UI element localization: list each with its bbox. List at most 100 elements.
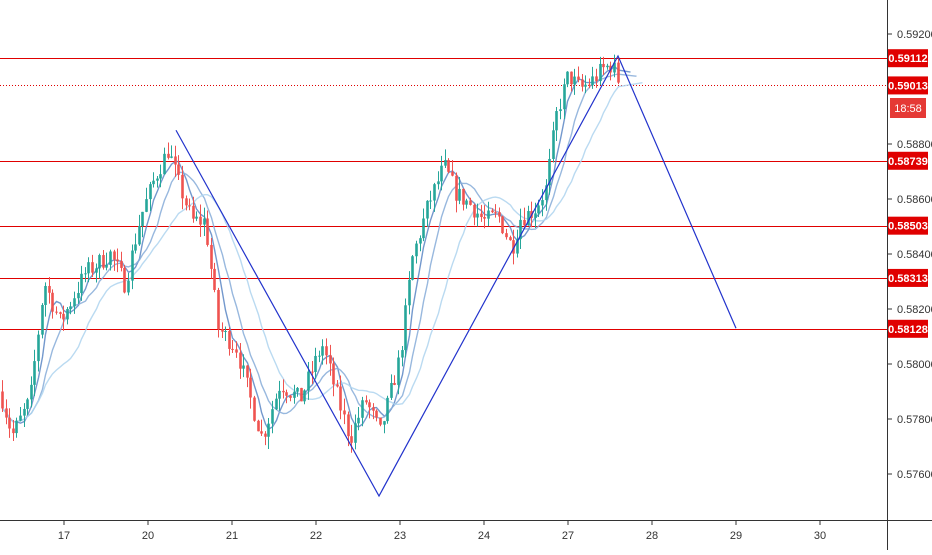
candle-body: [289, 395, 292, 398]
candle-body: [573, 76, 576, 85]
candles: [1, 54, 620, 453]
candle-body: [87, 262, 90, 274]
price-badge-label: 0.58503: [888, 221, 928, 233]
candle-body: [606, 65, 609, 68]
candle-body: [105, 264, 108, 268]
candle-body: [437, 181, 440, 185]
candle-body: [451, 171, 454, 176]
candle-body: [73, 298, 76, 307]
candle-body: [570, 71, 573, 85]
candle-body: [591, 76, 594, 86]
candle-body: [206, 218, 209, 245]
candle-body: [224, 330, 227, 332]
candle-body: [300, 387, 303, 402]
candle-body: [473, 204, 476, 218]
countdown-box: [890, 98, 926, 118]
candle-body: [336, 384, 339, 387]
candle-body: [329, 355, 332, 364]
candle-body: [545, 185, 548, 201]
candle-body: [210, 244, 213, 269]
candle-body: [48, 285, 51, 293]
candle-body: [5, 408, 8, 418]
candle-body: [1, 391, 4, 409]
candle-body: [242, 365, 245, 369]
candle-body: [260, 431, 263, 434]
moving-average-line: [1, 73, 637, 423]
candle-body: [95, 268, 98, 273]
candle-body: [541, 200, 544, 206]
candle-body: [447, 159, 450, 172]
candle-body: [192, 205, 195, 219]
candle-body: [159, 174, 162, 179]
candle-body: [145, 199, 148, 212]
candle-body: [487, 210, 490, 219]
candle-body: [12, 428, 15, 434]
candle-body: [15, 420, 18, 434]
candle-body: [339, 386, 342, 411]
candle-body: [23, 408, 26, 416]
candle-body: [534, 213, 537, 218]
candle-body: [548, 158, 551, 186]
horizontal-levels: [0, 58, 887, 330]
candle-body: [149, 184, 152, 200]
candle-body: [555, 111, 558, 131]
candle-body: [267, 423, 270, 437]
candle-body: [181, 174, 184, 199]
candle-body: [411, 256, 414, 280]
candle-body: [599, 63, 602, 82]
candle-body: [505, 233, 508, 238]
candle-body: [397, 357, 400, 385]
price-badge-box: [888, 319, 928, 338]
candle-body: [285, 392, 288, 396]
plot-background: [0, 0, 887, 520]
candle-body: [613, 62, 616, 73]
candle-body: [199, 216, 202, 225]
price-badges: 0.59112 0.59013 0.58739 0.58503 0.58313 0.581…: [888, 49, 928, 338]
x-tick-label: 27: [562, 530, 574, 542]
candle-body: [138, 225, 141, 245]
candle-body: [516, 239, 519, 254]
candle-body: [595, 76, 598, 82]
candle-body: [84, 273, 87, 275]
candle-body: [343, 410, 346, 415]
price-badge-label: 0.58128: [888, 324, 928, 336]
candle-body: [30, 384, 33, 400]
candle-body: [444, 159, 447, 166]
candle-body: [523, 219, 526, 226]
candle-body: [271, 409, 274, 424]
candle-body: [249, 377, 252, 398]
x-tick-label: 22: [310, 530, 322, 542]
candle-body: [325, 346, 328, 356]
price-badge-box: [888, 268, 928, 287]
candle-body: [188, 205, 191, 207]
candle-body: [217, 289, 220, 330]
candle-body: [163, 153, 166, 175]
candle-body: [296, 387, 299, 392]
candle-body: [498, 212, 501, 217]
y-tick-label: 0.57600: [897, 469, 932, 481]
price-badge-label: 0.59112: [888, 53, 927, 65]
candle-body: [429, 200, 432, 202]
price-badge-box: [888, 49, 928, 68]
price-badge-box: [888, 216, 928, 235]
candle-body: [33, 361, 36, 385]
candle-body: [127, 280, 130, 293]
candle-body: [213, 268, 216, 290]
candle-body: [415, 243, 418, 257]
candle-body: [566, 71, 569, 85]
candle-body: [116, 259, 119, 262]
countdown-badge: 18:58: [890, 98, 926, 118]
candle-body: [527, 211, 530, 226]
candle-body: [307, 371, 310, 391]
candle-body: [354, 423, 357, 443]
candle-body: [393, 382, 396, 385]
zigzag-line: [175, 54, 737, 498]
countdown-label: 18:58: [894, 103, 922, 115]
